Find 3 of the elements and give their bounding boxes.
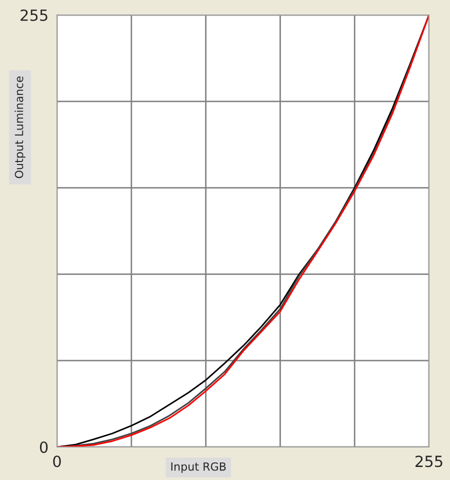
y-axis-title: Output Luminance bbox=[14, 76, 26, 178]
line-series bbox=[57, 15, 429, 447]
x-axis-title: Input RGB bbox=[171, 462, 226, 473]
